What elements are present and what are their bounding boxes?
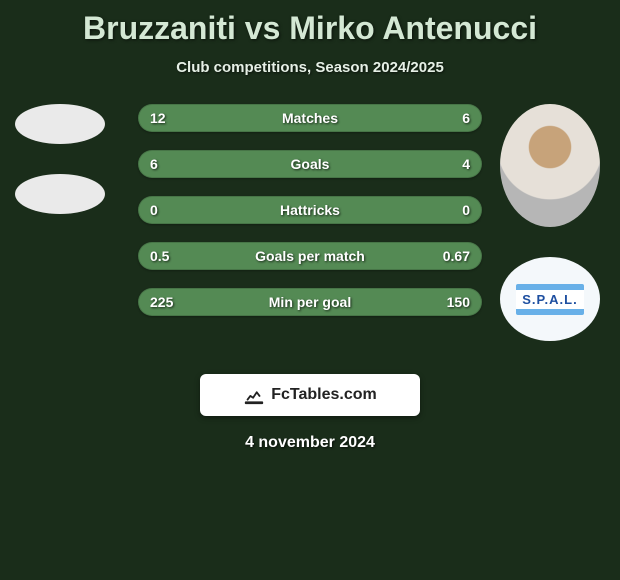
stat-value-right: 0.67 [443, 248, 470, 264]
stat-row: 0Hattricks0 [138, 196, 482, 224]
stat-value-left: 12 [150, 110, 166, 126]
page-title: Bruzzaniti vs Mirko Antenucci [0, 0, 620, 47]
player-right-club-logo: S.P.A.L. [500, 257, 600, 341]
player-left-photo-placeholder [15, 104, 105, 144]
attribution-badge: FcTables.com [200, 374, 420, 416]
player-right-column: S.P.A.L. [490, 104, 610, 371]
stat-label: Goals [138, 156, 482, 172]
stat-value-left: 0.5 [150, 248, 169, 264]
attribution-text: FcTables.com [271, 386, 377, 404]
club-logo-text: S.P.A.L. [516, 284, 583, 315]
stat-value-right: 4 [462, 156, 470, 172]
stat-row: 225Min per goal150 [138, 288, 482, 316]
stat-row: 6Goals4 [138, 150, 482, 178]
player-left-club-placeholder [15, 174, 105, 214]
stat-value-right: 0 [462, 202, 470, 218]
stat-label: Matches [138, 110, 482, 126]
stats-list: 12Matches66Goals40Hattricks00.5Goals per… [138, 104, 482, 316]
stat-value-left: 6 [150, 156, 158, 172]
stat-row: 0.5Goals per match0.67 [138, 242, 482, 270]
stat-label: Hattricks [138, 202, 482, 218]
stat-value-left: 225 [150, 294, 173, 310]
stat-value-left: 0 [150, 202, 158, 218]
comparison-block: 12Matches66Goals40Hattricks00.5Goals per… [0, 104, 620, 354]
stat-row: 12Matches6 [138, 104, 482, 132]
stat-label: Goals per match [138, 248, 482, 264]
chart-icon [243, 384, 265, 406]
date-text: 4 november 2024 [0, 434, 620, 452]
player-right-photo [500, 104, 600, 227]
stat-label: Min per goal [138, 294, 482, 310]
stat-value-right: 150 [447, 294, 470, 310]
stat-value-right: 6 [462, 110, 470, 126]
subtitle: Club competitions, Season 2024/2025 [0, 59, 620, 76]
player-left-column [0, 104, 120, 244]
